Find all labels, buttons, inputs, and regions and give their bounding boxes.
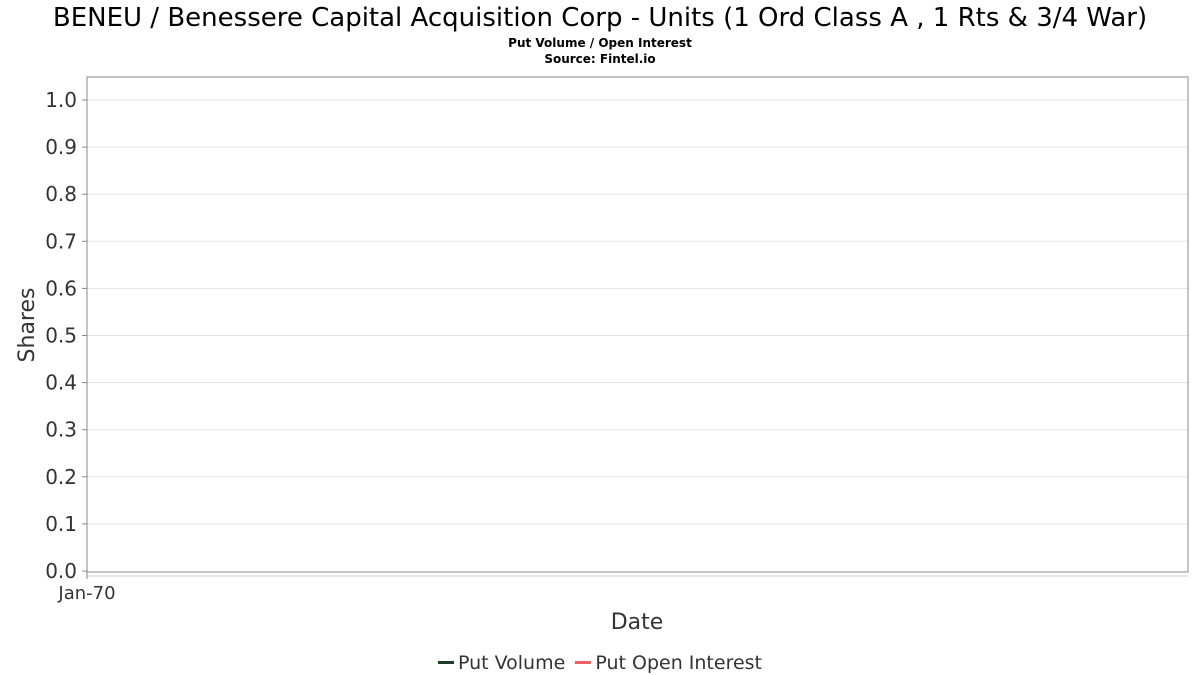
y-tick-label: 0.8 [45,182,77,206]
y-tick-label: 0.9 [45,135,77,159]
legend-label-put-volume: Put Volume [457,651,566,674]
chart-title: BENEU / Benessere Capital Acquisition Co… [52,3,1148,33]
legend-item-put-volume: Put Volume [437,651,566,674]
y-tick-label: 0.4 [45,371,77,395]
y-tick-label: 0.2 [45,465,77,489]
y-tick-label: 0.5 [45,324,77,348]
y-tick-label: 0.7 [45,229,77,253]
y-tick-label: 0.0 [45,559,77,583]
y-tick-label: 0.3 [45,418,77,442]
legend-label-put-open-interest: Put Open Interest [595,651,763,674]
y-axis: 0.0 0.1 0.2 0.3 0.4 0.5 0.6 0.7 0.8 0.9 1.0 [45,88,87,583]
x-tick-label: Jan-70 [57,583,115,604]
y-tick-label: 0.6 [45,276,77,300]
x-axis: Jan-70 [57,572,1188,604]
y-tick-label: 1.0 [45,88,77,112]
y-axis-label: Shares [15,288,40,363]
grid-lines [87,99,1188,525]
legend-swatch-put-volume [437,661,454,664]
legend-swatch-put-open-interest [575,661,592,664]
x-axis-label: Date [611,610,664,635]
chart-subtitle: Put Volume / Open Interest [508,36,692,50]
plot-area [86,76,1189,573]
legend-item-put-open-interest: Put Open Interest [575,652,762,674]
y-tick-label: 0.1 [45,512,77,536]
chart-source: Source: Fintel.io [544,52,656,66]
legend: Put Volume Put Open Interest [0,647,1200,674]
